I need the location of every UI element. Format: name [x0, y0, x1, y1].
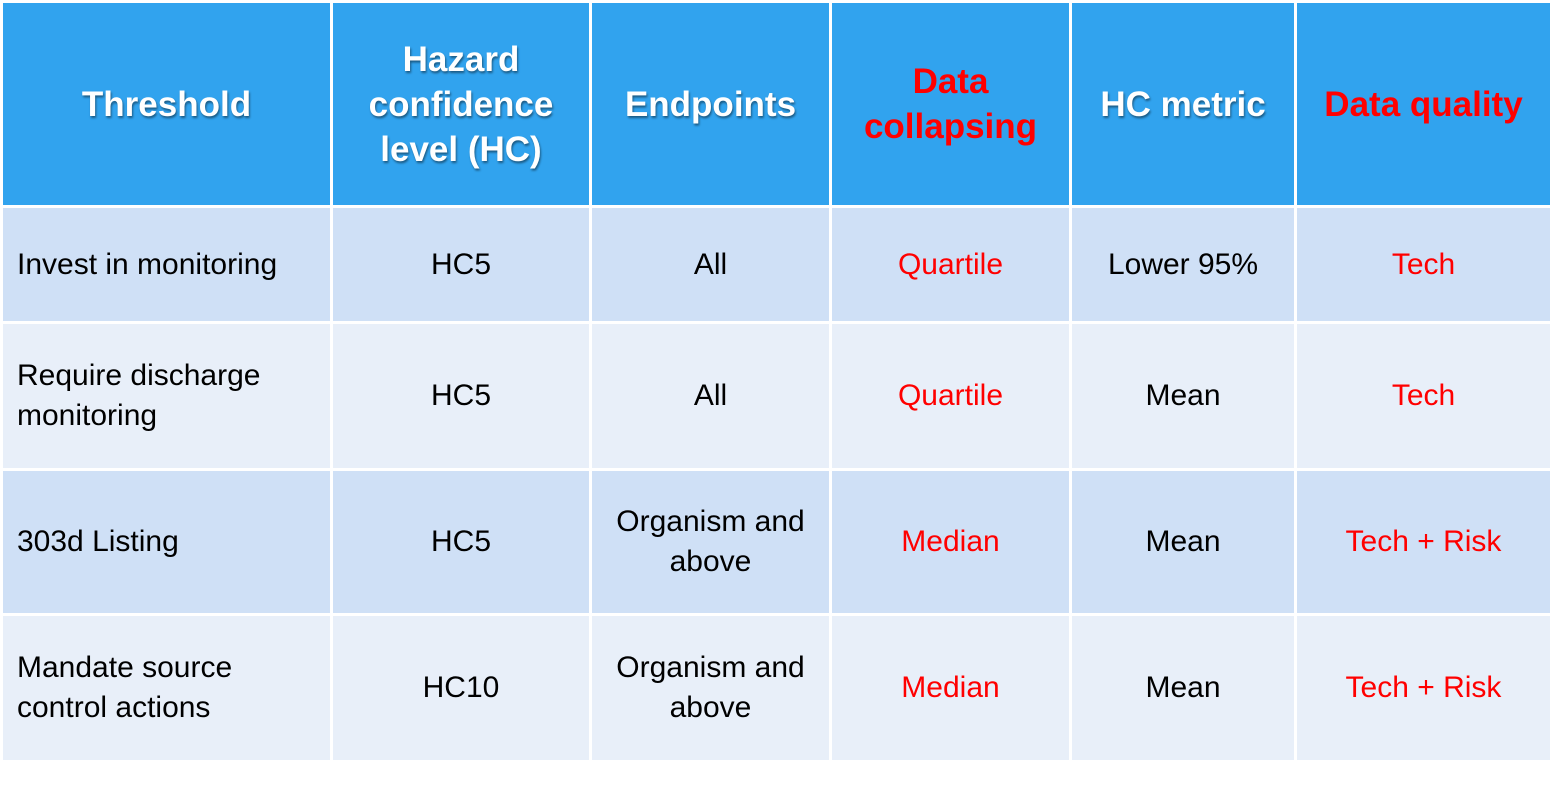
- header-endpoints: Endpoints: [592, 3, 829, 205]
- cell-threshold: Invest in monitoring: [3, 208, 330, 321]
- cell-hc-metric: Mean: [1072, 616, 1294, 760]
- table-row: Mandate source control actions HC10 Orga…: [3, 616, 1550, 760]
- cell-data-collapsing: Quartile: [832, 324, 1069, 468]
- cell-data-collapsing: Quartile: [832, 208, 1069, 321]
- criteria-table: Threshold Hazard confidence level (HC) E…: [3, 3, 1550, 760]
- cell-data-quality: Tech: [1297, 208, 1550, 321]
- header-row: Threshold Hazard confidence level (HC) E…: [3, 3, 1550, 205]
- cell-hazard-confidence: HC5: [333, 208, 589, 321]
- cell-threshold: Mandate source control actions: [3, 616, 330, 760]
- header-hazard-confidence-level: Hazard confidence level (HC): [333, 3, 589, 205]
- cell-threshold: 303d Listing: [3, 471, 330, 613]
- table-header: Threshold Hazard confidence level (HC) E…: [3, 3, 1550, 205]
- cell-endpoints: All: [592, 208, 829, 321]
- cell-hc-metric: Lower 95%: [1072, 208, 1294, 321]
- cell-endpoints: Organism and above: [592, 471, 829, 613]
- cell-data-quality: Tech + Risk: [1297, 616, 1550, 760]
- header-data-collapsing: Data collapsing: [832, 3, 1069, 205]
- cell-endpoints: Organism and above: [592, 616, 829, 760]
- header-data-quality: Data quality: [1297, 3, 1550, 205]
- cell-hc-metric: Mean: [1072, 324, 1294, 468]
- cell-data-quality: Tech: [1297, 324, 1550, 468]
- header-hc-metric: HC metric: [1072, 3, 1294, 205]
- cell-hazard-confidence: HC5: [333, 324, 589, 468]
- table-row: Require discharge monitoring HC5 All Qua…: [3, 324, 1550, 468]
- cell-hc-metric: Mean: [1072, 471, 1294, 613]
- cell-hazard-confidence: HC10: [333, 616, 589, 760]
- cell-data-quality: Tech + Risk: [1297, 471, 1550, 613]
- table-row: 303d Listing HC5 Organism and above Medi…: [3, 471, 1550, 613]
- header-threshold: Threshold: [3, 3, 330, 205]
- table-body: Invest in monitoring HC5 All Quartile Lo…: [3, 208, 1550, 760]
- cell-data-collapsing: Median: [832, 471, 1069, 613]
- cell-data-collapsing: Median: [832, 616, 1069, 760]
- cell-hazard-confidence: HC5: [333, 471, 589, 613]
- table-row: Invest in monitoring HC5 All Quartile Lo…: [3, 208, 1550, 321]
- cell-threshold: Require discharge monitoring: [3, 324, 330, 468]
- cell-endpoints: All: [592, 324, 829, 468]
